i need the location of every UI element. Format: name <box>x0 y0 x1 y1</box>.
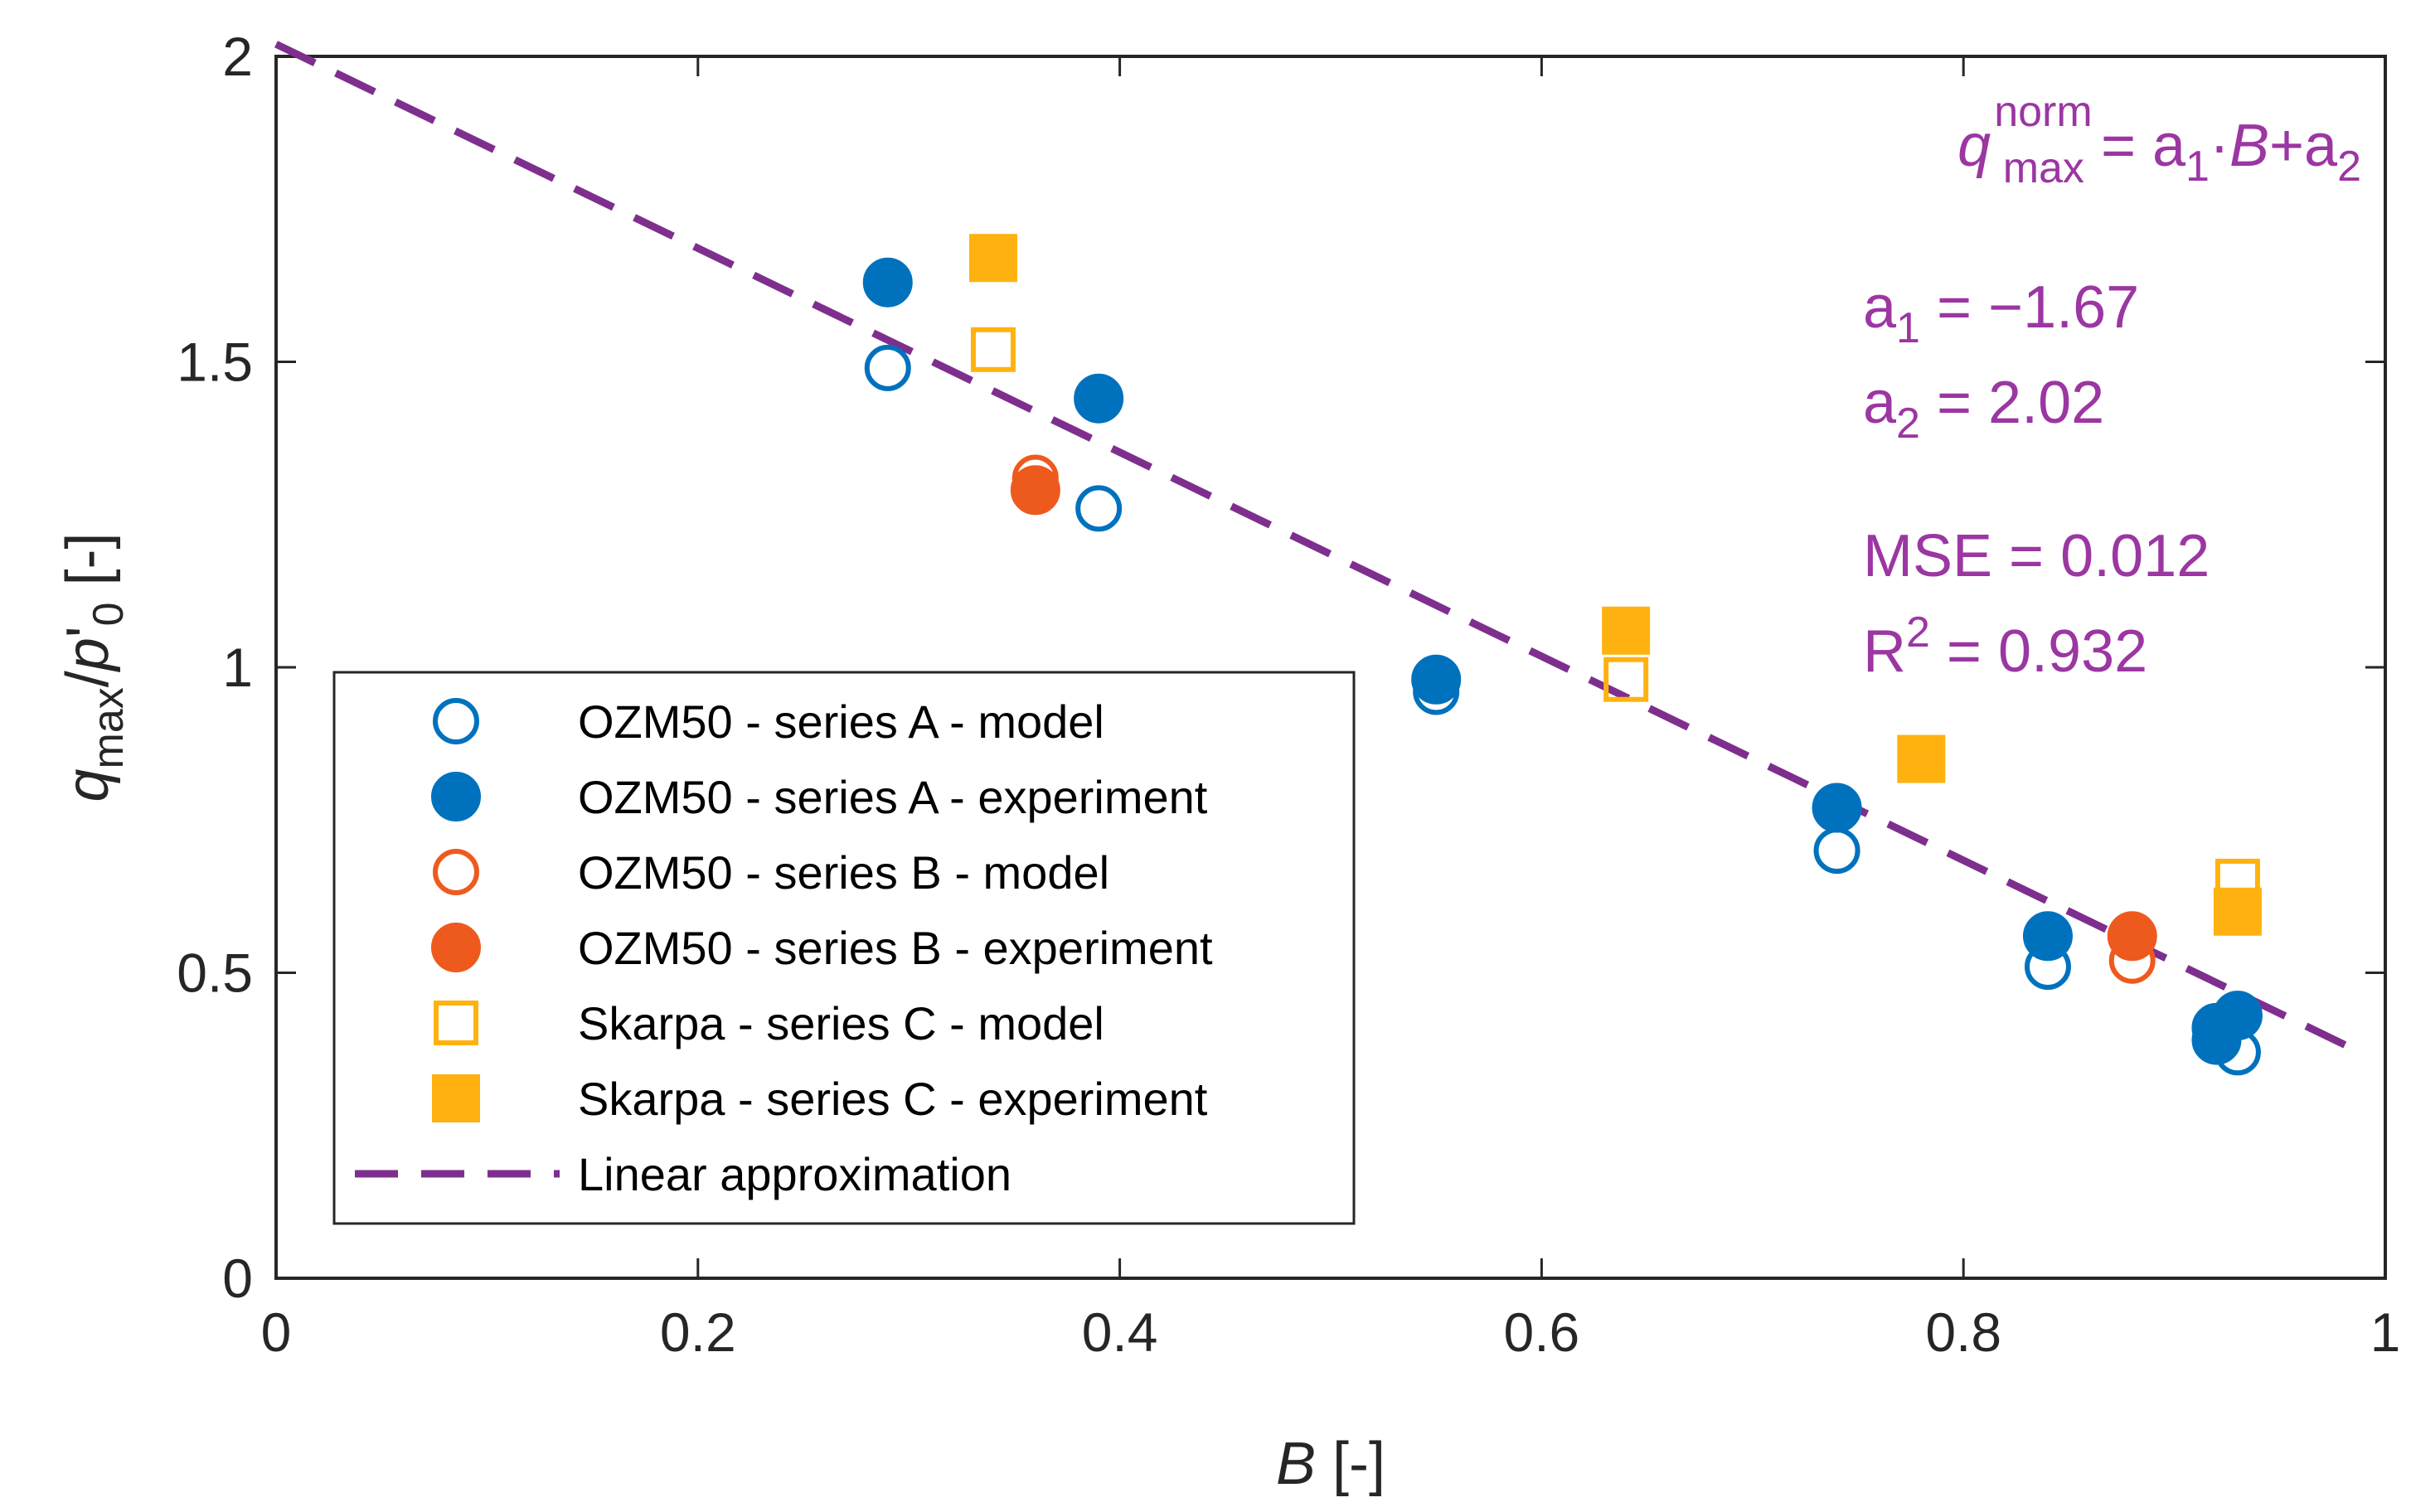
data-point <box>970 327 1016 372</box>
data-point <box>968 234 1017 283</box>
y-tick-label: 0 <box>222 1248 253 1309</box>
y-tick-label: 2 <box>222 26 253 87</box>
legend-marker <box>433 849 479 895</box>
legend-entries: OZM50 - series A - model OZM50 - series A… <box>355 695 1213 1200</box>
data-point <box>862 257 913 308</box>
fit-line <box>274 41 2366 1058</box>
legend-marker <box>434 1001 478 1045</box>
x-tick-label: 0 <box>261 1301 292 1363</box>
data-point <box>2213 887 2262 936</box>
data-point <box>1602 606 1651 655</box>
legend: OZM50 - series A - model OZM50 - series A… <box>332 671 1356 1225</box>
legend-label: OZM50 - series A - experiment <box>578 771 1208 823</box>
data-point <box>864 344 911 391</box>
data-point <box>1411 654 1462 705</box>
data-point <box>2212 991 2263 1041</box>
legend-label: Skarpa - series C - experiment <box>578 1073 1208 1125</box>
tick-labels: 0 0.2 0.4 0.6 0.8 1 0 0.5 1 1.5 2 <box>177 26 2400 1363</box>
data-point <box>1074 373 1124 424</box>
legend-label: OZM50 - series B - experiment <box>578 922 1213 974</box>
y-axis-title: qmax/p'0 [-] <box>55 532 133 802</box>
legend-marker <box>431 923 481 972</box>
x-axis-title: B [-] <box>1276 1431 1385 1497</box>
x-tick-label: 1 <box>2370 1301 2401 1363</box>
a2-annotation: a2 = 2.02 <box>1863 370 2104 448</box>
data-point <box>1812 783 1862 833</box>
a1-annotation: a1 = −1.67 <box>1863 274 2139 352</box>
x-tick-label: 0.6 <box>1504 1301 1580 1363</box>
legend-label: OZM50 - series A - model <box>578 695 1104 748</box>
data-point <box>2107 911 2157 962</box>
y-tick-label: 1.5 <box>177 332 253 393</box>
x-tick-label: 0.2 <box>660 1301 736 1363</box>
legend-marker <box>433 698 479 744</box>
data-point <box>1010 465 1060 516</box>
legend-label: OZM50 - series B - model <box>578 846 1109 899</box>
data-point <box>1897 734 1946 783</box>
legend-marker <box>431 772 481 821</box>
r2-annotation: R2 = 0.932 <box>1863 608 2147 685</box>
data-point <box>2022 911 2073 962</box>
x-tick-label: 0.8 <box>1925 1301 2001 1363</box>
data-point <box>1075 485 1123 532</box>
y-tick-label: 0.5 <box>177 943 253 1004</box>
fit-annotations: qnorm max = a1·B+a2 a1 = −1.67 a2 = 2.02 … <box>1863 88 2361 685</box>
x-tick-label: 0.4 <box>1082 1301 1158 1363</box>
series-5 <box>968 234 2262 936</box>
fit-line-layer <box>274 41 2366 1058</box>
data-points <box>862 234 2263 1076</box>
equation-annotation: qnorm max = a1·B+a2 <box>1957 88 2361 192</box>
mse-annotation: MSE = 0.012 <box>1863 523 2210 589</box>
legend-marker <box>432 1074 480 1122</box>
y-tick-label: 1 <box>222 637 253 698</box>
data-point <box>1603 657 1649 702</box>
series-3 <box>1010 465 2157 962</box>
series-1 <box>862 257 2263 1065</box>
legend-label: Skarpa - series C - model <box>578 997 1104 1049</box>
legend-label: Linear approximation <box>578 1148 1011 1200</box>
legend-box <box>332 671 1356 1225</box>
axis-ticks <box>274 55 2387 1280</box>
